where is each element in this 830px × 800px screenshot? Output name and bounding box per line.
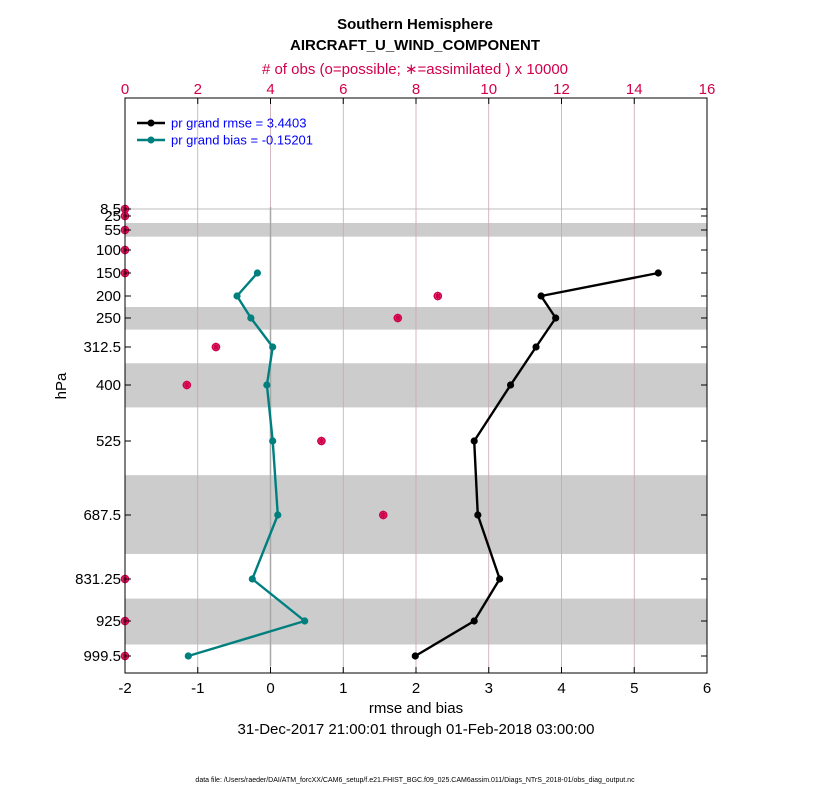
rmse-point bbox=[532, 343, 540, 351]
top-tick-label: 8 bbox=[412, 81, 420, 98]
y-tick-label: 831.25 bbox=[75, 571, 121, 588]
y-tick-label: 687.5 bbox=[83, 507, 121, 524]
x-tick-label: 6 bbox=[703, 680, 711, 697]
bias-point bbox=[253, 269, 262, 277]
y-tick-label: 55 bbox=[104, 222, 121, 239]
rmse-point bbox=[474, 511, 482, 519]
y-tick-label: 25 bbox=[104, 208, 121, 225]
y-tick-label: 400 bbox=[96, 377, 121, 394]
rmse-line bbox=[414, 271, 659, 658]
x-axis-label: rmse and bias bbox=[369, 700, 463, 717]
bias-line bbox=[187, 272, 306, 658]
rmse-point bbox=[654, 269, 662, 277]
obs-assimilated-star bbox=[433, 291, 443, 301]
obs-assimilated-star bbox=[317, 436, 326, 446]
top-axis-label: # of obs (o=possible; ∗=assimilated ) x … bbox=[262, 61, 568, 78]
rmse-point bbox=[496, 575, 504, 583]
y-tick-label: 312.5 bbox=[83, 339, 121, 356]
x-tick-label: 3 bbox=[485, 680, 493, 697]
rmse-point bbox=[470, 437, 478, 445]
y-axis-label: hPa bbox=[53, 372, 70, 399]
legend-entry-rmse: pr grand rmse = 3.4403 bbox=[171, 116, 307, 131]
top-tick-label: 10 bbox=[480, 81, 497, 98]
y-tick-label: 200 bbox=[96, 288, 121, 305]
bias-point bbox=[248, 575, 256, 583]
x-tick-label: 2 bbox=[412, 680, 420, 697]
obs-marker bbox=[317, 436, 326, 446]
obs-marker bbox=[393, 313, 403, 323]
rmse-point bbox=[552, 314, 560, 322]
y-tick-label: 8.5 bbox=[100, 201, 121, 218]
bias-point bbox=[247, 314, 255, 322]
obs-assimilated-star bbox=[393, 313, 403, 323]
x-tick-label: -2 bbox=[118, 680, 131, 697]
bias-point bbox=[233, 292, 241, 300]
y-tick-label: 250 bbox=[96, 310, 121, 327]
x-tick-label: 0 bbox=[266, 680, 274, 697]
rmse-point bbox=[411, 652, 419, 660]
chart-title: Southern Hemisphere bbox=[337, 16, 493, 33]
x-tick-label: 1 bbox=[339, 680, 347, 697]
top-tick-label: 4 bbox=[266, 81, 274, 98]
legend-marker-bias bbox=[147, 136, 155, 144]
x-tick-label: 5 bbox=[630, 680, 638, 697]
rmse-point bbox=[470, 617, 478, 625]
rmse-point bbox=[537, 292, 545, 300]
bottom-axis: -2 -1 0 1 2 3 4 5 6 bbox=[118, 667, 711, 697]
obs-marker bbox=[182, 380, 192, 390]
top-tick-label: 12 bbox=[553, 81, 570, 98]
bias-point bbox=[269, 437, 277, 445]
y-tick-label: 100 bbox=[96, 242, 121, 259]
legend: pr grand rmse = 3.4403 pr grand bias = -… bbox=[137, 116, 313, 148]
series-lines bbox=[184, 269, 662, 660]
bias-point bbox=[269, 343, 277, 351]
obs-assimilated-star bbox=[182, 380, 192, 390]
x-tick-label: -1 bbox=[191, 680, 204, 697]
top-tick-label: 0 bbox=[121, 81, 129, 98]
obs-assimilated-star bbox=[211, 342, 221, 352]
top-tick-label: 6 bbox=[339, 81, 347, 98]
y-tick-label: 525 bbox=[96, 433, 121, 450]
bias-point bbox=[263, 381, 271, 389]
top-tick-label: 2 bbox=[194, 81, 202, 98]
obs-marker bbox=[211, 342, 221, 352]
y-tick-label: 999.5 bbox=[83, 648, 121, 665]
legend-entry-bias: pr grand bias = -0.15201 bbox=[171, 133, 313, 148]
obs-assimilated-star bbox=[379, 510, 388, 520]
bias-point bbox=[274, 511, 282, 519]
y-tick-label: 925 bbox=[96, 613, 121, 630]
legend-marker-rmse bbox=[147, 119, 155, 127]
date-range: 31-Dec-2017 21:00:01 through 01-Feb-2018… bbox=[238, 721, 595, 738]
bias-point bbox=[301, 617, 309, 625]
obs-marker bbox=[378, 510, 388, 520]
top-axis: 0 2 4 6 8 10 12 14 16 bbox=[121, 81, 716, 104]
chart-subtitle: AIRCRAFT_U_WIND_COMPONENT bbox=[290, 37, 540, 54]
rmse-point bbox=[506, 381, 515, 389]
data-file-footnote: data file: /Users/raeder/DAI/ATM_forcXX/… bbox=[195, 777, 635, 784]
top-tick-label: 16 bbox=[699, 81, 716, 98]
x-tick-label: 4 bbox=[557, 680, 565, 697]
y-tick-label: 150 bbox=[96, 265, 121, 282]
top-tick-label: 14 bbox=[626, 81, 643, 98]
obs-marker bbox=[433, 291, 443, 301]
bias-point bbox=[184, 652, 192, 660]
